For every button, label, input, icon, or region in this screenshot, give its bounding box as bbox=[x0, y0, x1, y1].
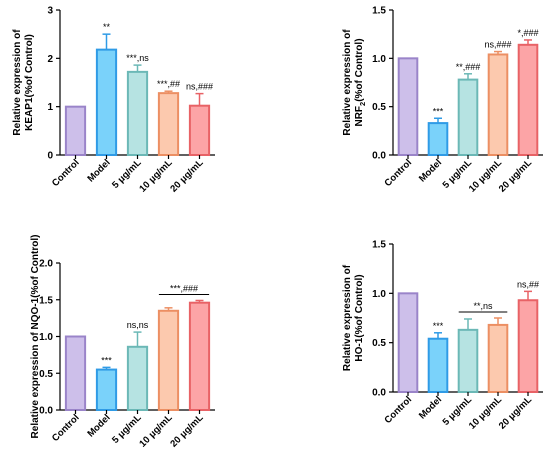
bar-5 bbox=[188, 104, 211, 156]
x-tick-label: Model bbox=[85, 412, 112, 439]
significance-label: **,### bbox=[456, 62, 481, 72]
y-tick-label: 1.5 bbox=[372, 240, 386, 251]
y-tick-label: 1.0 bbox=[372, 289, 386, 300]
chart-panel-2: 0.0 0.5 1.0 1.5 Relative expression ofNRF2(%… bbox=[342, 6, 543, 195]
bar-4 bbox=[157, 92, 180, 156]
x-tick-label: 20 μg/mL bbox=[168, 157, 205, 194]
bar-5 bbox=[517, 43, 539, 156]
bar-1 bbox=[64, 105, 87, 156]
bar-5 bbox=[517, 299, 539, 393]
x-tick-label: Model bbox=[417, 157, 444, 184]
significance-label: ns,## bbox=[517, 279, 539, 289]
bar-5 bbox=[188, 301, 211, 411]
bar-2 bbox=[95, 48, 118, 157]
y-axis-label-line: KEAP1(%of Control) bbox=[24, 34, 35, 131]
bar-3 bbox=[457, 328, 479, 393]
x-tick-label: Control bbox=[50, 412, 82, 444]
bar-4 bbox=[157, 309, 180, 411]
y-tick-label: 0 bbox=[47, 151, 53, 162]
y-axis-label-line: Relative expression of NQO-1(%of Control… bbox=[30, 235, 41, 439]
y-axis-label: Relative expression ofHO-1(%of Control) bbox=[342, 264, 365, 371]
y-axis-label-line: HO-1(%of Control) bbox=[354, 274, 365, 361]
significance-label: ***,## bbox=[157, 79, 180, 89]
significance-label: *** bbox=[101, 355, 112, 365]
y-tick-label: 3 bbox=[47, 6, 53, 17]
significance-label: ns,### bbox=[186, 82, 213, 92]
y-tick-label: 0.5 bbox=[372, 102, 386, 113]
chart-panel-4: 0.0 0.5 1.0 1.5 Relative expression ofHO-1(%… bbox=[342, 240, 543, 432]
y-axis-label-line: NRF bbox=[354, 106, 365, 127]
bar-1 bbox=[397, 292, 419, 394]
x-tick-label: Control bbox=[382, 394, 414, 426]
significance-label: *,### bbox=[517, 28, 538, 38]
y-axis-label-line: Relative expression of bbox=[342, 264, 353, 371]
bar-2 bbox=[95, 368, 118, 412]
y-tick-label: 1 bbox=[47, 102, 53, 113]
y-tick-label: 1.0 bbox=[39, 332, 53, 343]
bar-4 bbox=[487, 53, 509, 156]
significance-label: ns,### bbox=[484, 40, 511, 50]
bracket-label: **,ns bbox=[473, 301, 493, 311]
significance-label: ** bbox=[103, 22, 111, 32]
x-tick-label: 20 μg/mL bbox=[497, 394, 534, 431]
x-tick-label: 20 μg/mL bbox=[497, 157, 534, 194]
y-tick-label: 0.5 bbox=[39, 369, 53, 380]
y-tick-label: 1.5 bbox=[372, 6, 386, 17]
y-axis-label: Relative expression of NQO-1(%of Control… bbox=[30, 235, 41, 439]
significance-label: ***,ns bbox=[126, 53, 149, 63]
bar-3 bbox=[126, 70, 149, 156]
x-tick-label: Model bbox=[85, 157, 112, 184]
bar-3 bbox=[457, 78, 479, 156]
y-axis-label: Relative expression ofKEAP1(%of Control) bbox=[12, 29, 35, 136]
y-axis-label: Relative expression ofNRF2(%of Control) bbox=[342, 29, 367, 136]
y-tick-label: 1.5 bbox=[39, 295, 53, 306]
y-tick-label: 0.0 bbox=[372, 151, 386, 162]
bar-1 bbox=[397, 57, 419, 156]
bar-1 bbox=[64, 335, 87, 411]
y-tick-label: 2 bbox=[47, 54, 53, 65]
y-tick-label: 0.0 bbox=[39, 406, 53, 417]
bar-3 bbox=[126, 345, 149, 412]
x-tick-label: 20 μg/mL bbox=[168, 412, 205, 449]
bracket-label: ***,### bbox=[170, 283, 198, 293]
bar-2 bbox=[427, 337, 449, 393]
significance-label: ns,ns bbox=[127, 320, 149, 330]
x-tick-label: Model bbox=[417, 394, 444, 421]
significance-label: *** bbox=[433, 321, 444, 331]
y-tick-label: 1.0 bbox=[372, 54, 386, 65]
y-tick-label: 2.0 bbox=[39, 259, 53, 270]
y-axis-label-rest: (%of Control) bbox=[354, 38, 365, 101]
x-tick-label: Control bbox=[382, 157, 414, 189]
y-axis-label-line: Relative expression of bbox=[12, 29, 23, 136]
significance-label: *** bbox=[433, 106, 444, 116]
y-tick-label: 0.0 bbox=[372, 388, 386, 399]
chart-panel-1: 0 1 2 3 Relative expression ofKEAP1(%of Cont… bbox=[12, 6, 215, 195]
x-tick-label: Control bbox=[50, 157, 82, 189]
bar-4 bbox=[487, 323, 509, 394]
bar-2 bbox=[427, 122, 449, 156]
y-axis-label-line: Relative expression of bbox=[342, 29, 353, 136]
y-tick-label: 0.5 bbox=[372, 338, 386, 349]
y-axis-label-subscript: 2 bbox=[358, 102, 367, 106]
